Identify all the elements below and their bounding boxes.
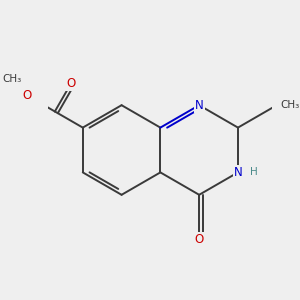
Text: H: H <box>250 167 258 177</box>
Text: O: O <box>194 233 204 246</box>
Text: N: N <box>234 166 242 179</box>
Text: CH₃: CH₃ <box>2 74 21 84</box>
Text: CH₃: CH₃ <box>280 100 299 110</box>
Text: O: O <box>66 77 76 90</box>
Text: O: O <box>22 89 32 102</box>
Text: N: N <box>195 99 203 112</box>
